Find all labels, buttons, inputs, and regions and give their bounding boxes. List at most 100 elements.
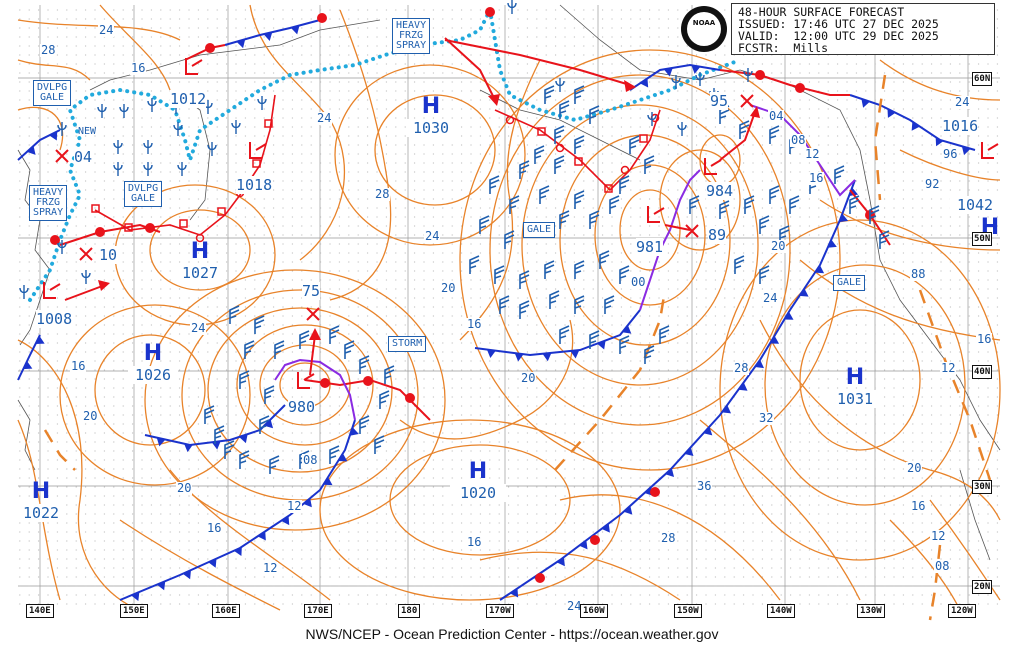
isobar-label: 16 — [466, 535, 483, 549]
warning-heavy-freezing-spray-left: HEAVY FRZG SPRAY — [29, 185, 68, 221]
warm-front-semicircles — [50, 7, 875, 583]
isobar-label: 16 — [910, 499, 927, 513]
high-center-1020: H 1020 — [450, 460, 506, 502]
lon-label: 180 — [398, 604, 421, 618]
arrow-heads — [98, 80, 760, 340]
lon-label: 170E — [304, 604, 332, 618]
warning-developing-gale-left: DVLPG GALE — [33, 80, 72, 106]
lat-label-20n: 20N — [972, 580, 993, 594]
forecaster: FCSTR: Mills — [738, 41, 829, 55]
isobar-label: 04 — [768, 109, 785, 123]
isobar-label: 08 — [790, 133, 807, 147]
isobar-label: 36 — [696, 479, 713, 493]
isobar-label: 20 — [440, 281, 457, 295]
lon-label: 170W — [486, 604, 514, 618]
low-value-75: 75 — [302, 282, 321, 300]
isobar-label: 08 — [302, 453, 319, 467]
isobar-label: 20 — [176, 481, 193, 495]
isobar-label: 16 — [206, 521, 223, 535]
low-value-10: 10 — [99, 246, 118, 264]
issued-time: ISSUED: 17:46 UTC 27 DEC 2025 — [738, 17, 939, 31]
isobar-label: 08 — [934, 559, 951, 573]
warning-gale-center: GALE — [523, 222, 556, 238]
isobar-label: 24 — [566, 599, 583, 613]
warning-storm: STORM — [388, 336, 427, 352]
high-center-1022: H 1022 — [16, 480, 66, 522]
isobar-label: 88 — [910, 267, 927, 281]
isobar-label: 24 — [762, 291, 779, 305]
lon-label: 120W — [948, 604, 976, 618]
low-center-marks — [43, 58, 999, 389]
high-pressure-value: 1042 — [950, 196, 1000, 214]
noaa-logo: NOAA — [681, 6, 727, 52]
isobar-label: 12 — [940, 361, 957, 375]
lat-label-30n: 30N — [972, 480, 993, 494]
isobar-label: 20 — [770, 239, 787, 253]
footer-credit: NWS/NCEP - Ocean Prediction Center - htt… — [305, 626, 719, 642]
wind-barbs — [204, 85, 890, 474]
isobar-label: 12 — [930, 529, 947, 543]
isobar-label: 24 — [190, 321, 207, 335]
high-pressure-value: 1022 — [16, 504, 66, 522]
isobar-label: 96 — [942, 147, 959, 161]
isobar-label: 32 — [758, 411, 775, 425]
lon-label: 150E — [120, 604, 148, 618]
lon-label: 160E — [212, 604, 240, 618]
lon-label: 140E — [26, 604, 54, 618]
lon-label: 130W — [857, 604, 885, 618]
freezing-spray-squares — [91, 113, 660, 243]
isobar-label: 24 — [98, 23, 115, 37]
isobar-label: 28 — [660, 531, 677, 545]
low-value-1018: 1018 — [236, 176, 273, 194]
isobar-label: 20 — [906, 461, 923, 475]
isobar-label: 16 — [70, 359, 87, 373]
warning-developing-gale-mid: DVLPG GALE — [124, 181, 163, 207]
low-value-981: 981 — [636, 238, 664, 256]
isobar-label: 16 — [976, 332, 993, 346]
trough-lines — [43, 74, 992, 621]
high-center-1030: H 1030 — [406, 95, 456, 137]
isobar-label: 16 — [808, 171, 825, 185]
high-pressure-value: 1031 — [827, 390, 883, 408]
isobar-label: 20 — [520, 371, 537, 385]
high-pressure-value: 1027 — [175, 264, 225, 282]
lon-label: 150W — [674, 604, 702, 618]
high-pressure-value: 1020 — [450, 484, 506, 502]
high-pressure-value: 1030 — [406, 119, 456, 137]
movement-arrows — [64, 37, 756, 376]
warning-heavy-freezing-spray-top: HEAVY FRZG SPRAY — [392, 18, 431, 54]
lon-label: 160W — [580, 604, 608, 618]
low-value-1008: 1008 — [36, 310, 73, 328]
isobar-label: 12 — [286, 499, 303, 513]
forecast-title: 48-HOUR SURFACE FORECAST — [738, 5, 905, 19]
ice-edge — [28, 8, 742, 302]
isobar-label: 16 — [130, 61, 147, 75]
new-label: NEW — [78, 126, 97, 137]
lat-label-50n: 50N — [972, 232, 993, 246]
high-center-1027: H 1027 — [175, 240, 225, 282]
low-value-04: 04 — [74, 148, 93, 166]
isobar-label: 12 — [804, 147, 821, 161]
isobar-label: 24 — [316, 111, 333, 125]
isobar-label: 12 — [262, 561, 279, 575]
low-value-1016: 1016 — [942, 117, 979, 135]
isobar-label: 28 — [374, 187, 391, 201]
warning-gale-east: GALE — [833, 275, 866, 291]
isobar-label: 92 — [924, 177, 941, 191]
isobar-label: 24 — [424, 229, 441, 243]
lon-label: 140W — [767, 604, 795, 618]
low-value-95: 95 — [710, 92, 729, 110]
lat-label-60n: 60N — [972, 72, 993, 86]
low-value-980: 980 — [288, 398, 316, 416]
isobar-label: 00 — [630, 275, 647, 289]
isobar-label: 16 — [466, 317, 483, 331]
isobar-label: 24 — [954, 95, 971, 109]
low-value-1012: 1012 — [170, 90, 207, 108]
isobar-label: 28 — [40, 43, 57, 57]
low-value-984: 984 — [706, 182, 734, 200]
high-pressure-value: 1026 — [128, 366, 178, 384]
isobars — [17, 4, 1001, 611]
lat-label-40n: 40N — [972, 365, 993, 379]
isobar-label: 20 — [82, 409, 99, 423]
